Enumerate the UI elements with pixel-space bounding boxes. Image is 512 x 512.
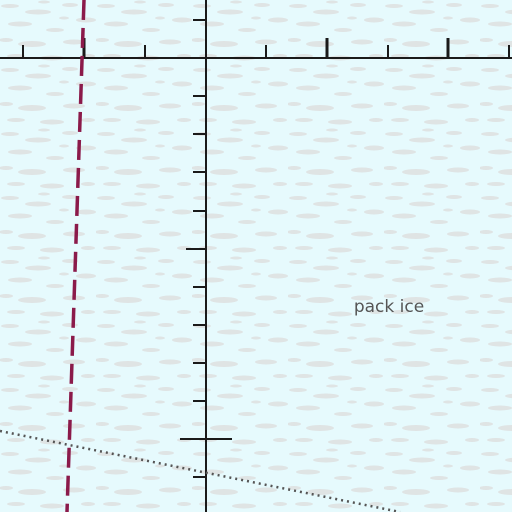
horizontal-axis <box>0 38 512 59</box>
boundary-dotted-line <box>0 429 401 512</box>
vertical-axis <box>180 0 232 512</box>
boundary-dashed-line <box>65 0 86 512</box>
pack-ice-label: pack ice <box>354 297 424 317</box>
